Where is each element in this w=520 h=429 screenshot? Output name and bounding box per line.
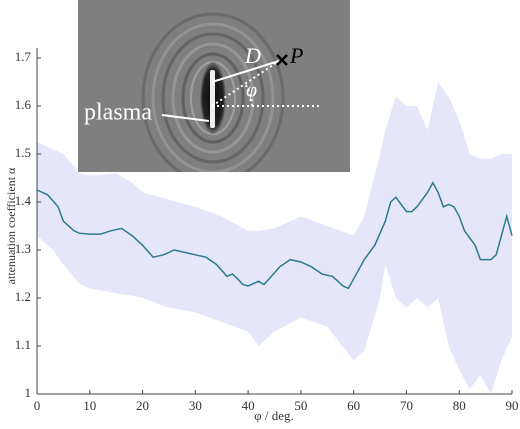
source-label: plasma xyxy=(84,100,152,126)
y-tick-label: 1.7 xyxy=(15,49,32,64)
y-tick-label: 1.1 xyxy=(15,337,31,352)
y-tick-label: 1.5 xyxy=(15,145,31,160)
inset-image: D P φ plasma xyxy=(78,0,350,172)
y-tick-label: 1.6 xyxy=(15,97,32,112)
distance-line xyxy=(211,60,280,83)
x-tick-label: 70 xyxy=(400,398,413,413)
mean-line xyxy=(36,181,513,290)
source-pointer xyxy=(161,114,210,122)
x-tick-label: 90 xyxy=(506,398,519,413)
x-axis-label: φ / deg. xyxy=(254,408,294,423)
y-tick-label: 1 xyxy=(25,385,32,400)
plot-area: 1 1.1 1.2 1.3 1.4 1.5 1.6 1.7 0 10 20 30 40 50 60 70 80 9… xyxy=(15,48,519,413)
direction-line xyxy=(211,60,280,107)
plasma xyxy=(210,70,215,128)
x-tick-label: 60 xyxy=(347,398,360,413)
x-tick-label: 80 xyxy=(453,398,466,413)
y-axis-label: attenuation coefficient α xyxy=(4,167,18,284)
x-tick-label: 10 xyxy=(83,398,96,413)
y-tick-label: 1.4 xyxy=(15,193,32,208)
angle-label: φ xyxy=(246,80,257,102)
confidence-band xyxy=(37,82,512,394)
point-marker xyxy=(276,54,288,66)
y-tick-label: 1.3 xyxy=(15,241,31,256)
distance-label: D xyxy=(244,43,261,68)
rings xyxy=(141,12,285,172)
x-tick-label: 0 xyxy=(34,398,41,413)
angle-arc xyxy=(244,83,253,107)
point-label: P xyxy=(289,43,303,68)
x-tick-label: 40 xyxy=(242,398,255,413)
x-tick-label: 20 xyxy=(136,398,149,413)
x-tick-label: 50 xyxy=(294,398,307,413)
y-tick-label: 1.2 xyxy=(15,289,31,304)
x-tick-label: 30 xyxy=(189,398,202,413)
